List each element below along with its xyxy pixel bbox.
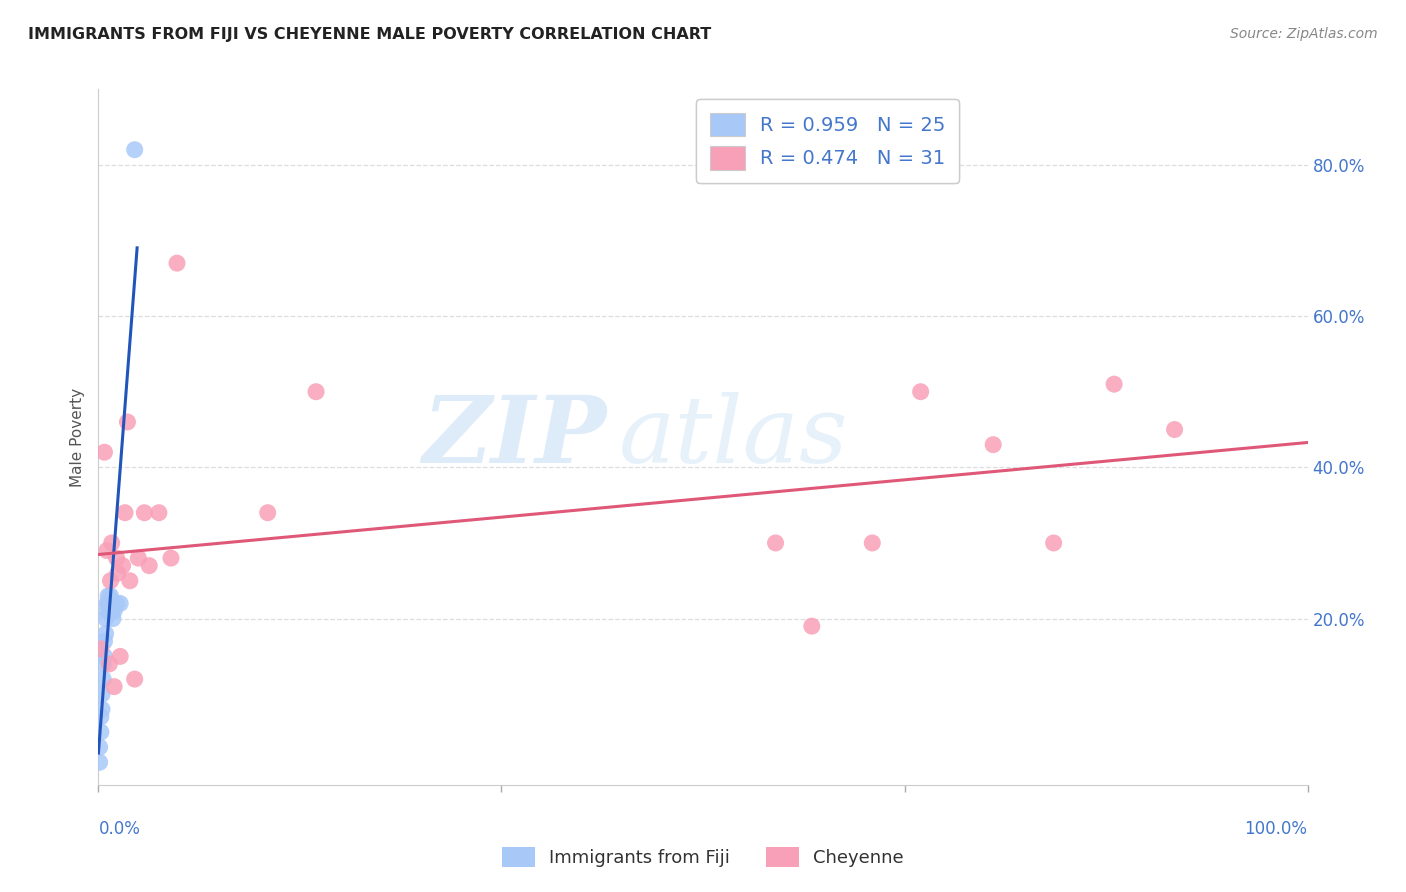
- Point: [138, 558, 160, 573]
- Text: 100.0%: 100.0%: [1244, 820, 1308, 838]
- Point: [765, 536, 787, 550]
- Point: [1163, 423, 1185, 437]
- Text: Source: ZipAtlas.com: Source: ZipAtlas.com: [1230, 27, 1378, 41]
- Point: [89, 740, 111, 755]
- Point: [305, 384, 328, 399]
- Point: [800, 619, 823, 633]
- Point: [98, 597, 121, 611]
- Text: IMMIGRANTS FROM FIJI VS CHEYENNE MALE POVERTY CORRELATION CHART: IMMIGRANTS FROM FIJI VS CHEYENNE MALE PO…: [28, 27, 711, 42]
- Point: [100, 536, 122, 550]
- Point: [96, 543, 118, 558]
- Point: [100, 574, 122, 588]
- Point: [124, 672, 146, 686]
- Point: [105, 551, 128, 566]
- Point: [111, 558, 134, 573]
- Point: [160, 551, 183, 566]
- Point: [91, 687, 114, 701]
- Point: [100, 604, 122, 618]
- Point: [94, 626, 117, 640]
- Point: [101, 611, 124, 625]
- Point: [91, 702, 114, 716]
- Point: [91, 657, 114, 671]
- Point: [89, 756, 111, 770]
- Text: ZIP: ZIP: [422, 392, 606, 482]
- Point: [1042, 536, 1064, 550]
- Point: [103, 680, 125, 694]
- Legend: Immigrants from Fiji, Cheyenne: Immigrants from Fiji, Cheyenne: [495, 839, 911, 874]
- Point: [90, 710, 112, 724]
- Point: [90, 725, 112, 739]
- Point: [97, 597, 120, 611]
- Point: [93, 634, 115, 648]
- Point: [94, 611, 117, 625]
- Point: [90, 641, 112, 656]
- Point: [103, 604, 125, 618]
- Point: [105, 597, 128, 611]
- Point: [910, 384, 932, 399]
- Y-axis label: Male Poverty: Male Poverty: [70, 387, 86, 487]
- Point: [107, 566, 129, 581]
- Point: [117, 415, 139, 429]
- Text: 0.0%: 0.0%: [98, 820, 141, 838]
- Point: [127, 551, 149, 566]
- Point: [97, 589, 120, 603]
- Point: [124, 143, 146, 157]
- Point: [148, 506, 170, 520]
- Point: [108, 649, 131, 664]
- Point: [93, 445, 115, 459]
- Point: [256, 506, 278, 520]
- Point: [1102, 377, 1125, 392]
- Point: [860, 536, 883, 550]
- Point: [118, 574, 141, 588]
- Point: [981, 437, 1004, 451]
- Text: atlas: atlas: [619, 392, 848, 482]
- Point: [100, 589, 122, 603]
- Point: [93, 649, 115, 664]
- Point: [108, 597, 131, 611]
- Point: [96, 597, 118, 611]
- Legend: R = 0.959   N = 25, R = 0.474   N = 31: R = 0.959 N = 25, R = 0.474 N = 31: [696, 99, 959, 184]
- Point: [91, 672, 114, 686]
- Point: [134, 506, 156, 520]
- Point: [100, 597, 122, 611]
- Point: [114, 506, 136, 520]
- Point: [166, 256, 188, 270]
- Point: [98, 657, 121, 671]
- Point: [96, 604, 118, 618]
